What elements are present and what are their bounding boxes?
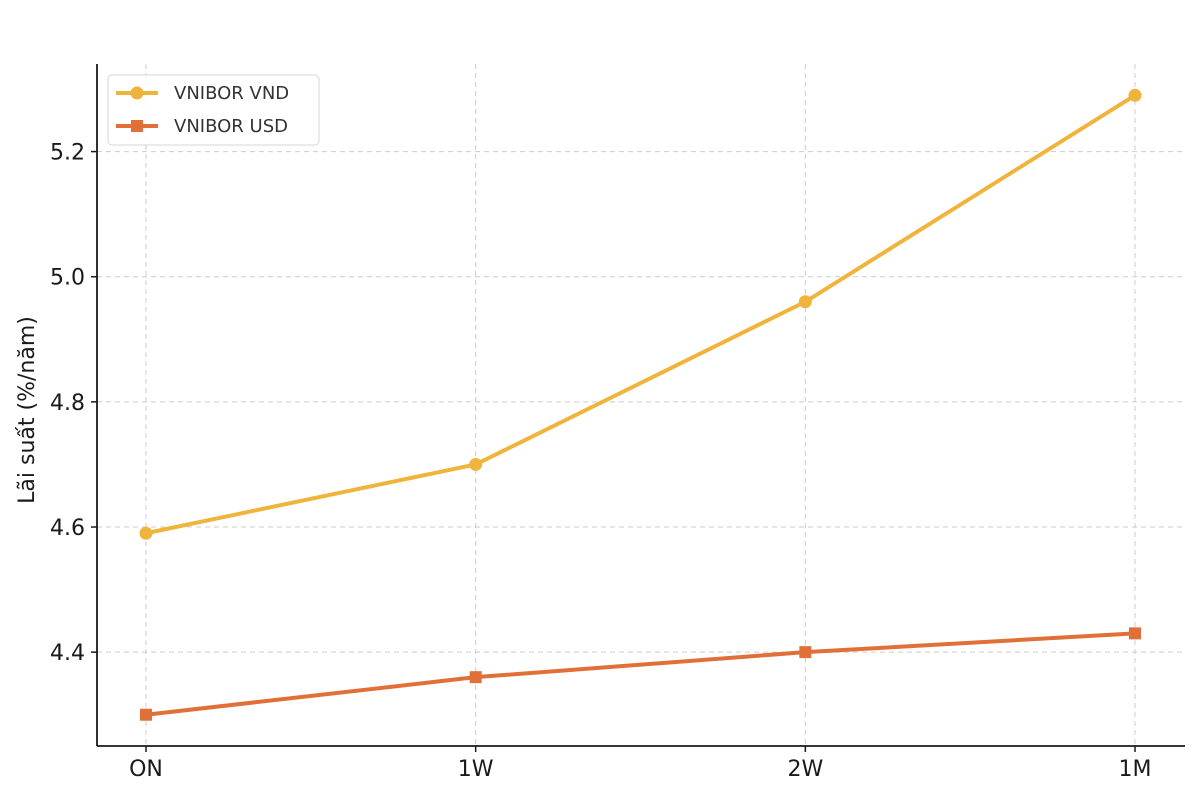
x-tick-label: 1M — [1119, 757, 1152, 782]
legend-item: VNIBOR VND — [116, 83, 289, 104]
data-point — [139, 526, 153, 540]
y-tick-label: 5.2 — [50, 141, 85, 166]
legend: VNIBOR VND VNIBOR USD — [107, 74, 320, 146]
series-group — [139, 88, 1142, 721]
y-tick-label: 4.4 — [50, 641, 85, 666]
series-line — [144, 93, 1137, 536]
x-tick-label: 1W — [458, 757, 494, 782]
data-point — [140, 708, 152, 721]
y-tick-label: 4.6 — [50, 516, 85, 541]
series-line — [144, 631, 1137, 717]
data-point — [1128, 88, 1142, 102]
legend-box — [107, 74, 320, 146]
data-point — [798, 295, 812, 309]
data-point — [1129, 627, 1141, 640]
y-tick-label: 4.8 — [50, 391, 85, 416]
tick-labels: ON 1W 2W 1M 4.4 4.6 4.8 5.0 5.2 — [50, 141, 1151, 782]
legend-marker — [131, 120, 143, 132]
legend-item: VNIBOR USD — [116, 116, 288, 137]
x-tick-label: ON — [129, 757, 163, 782]
legend-marker — [130, 86, 144, 100]
data-point — [469, 457, 483, 471]
x-tick-label: 2W — [787, 757, 823, 782]
axes — [96, 64, 1185, 747]
data-point — [469, 671, 482, 684]
legend-label: VNIBOR USD — [174, 116, 288, 137]
data-point — [799, 646, 812, 659]
series-2 — [140, 627, 1141, 721]
legend-label: VNIBOR VND — [174, 83, 289, 104]
y-axis-title: Lãi suất (%/năm) — [15, 316, 40, 504]
series-1 — [139, 88, 1142, 540]
y-tick-label: 5.0 — [50, 266, 85, 291]
